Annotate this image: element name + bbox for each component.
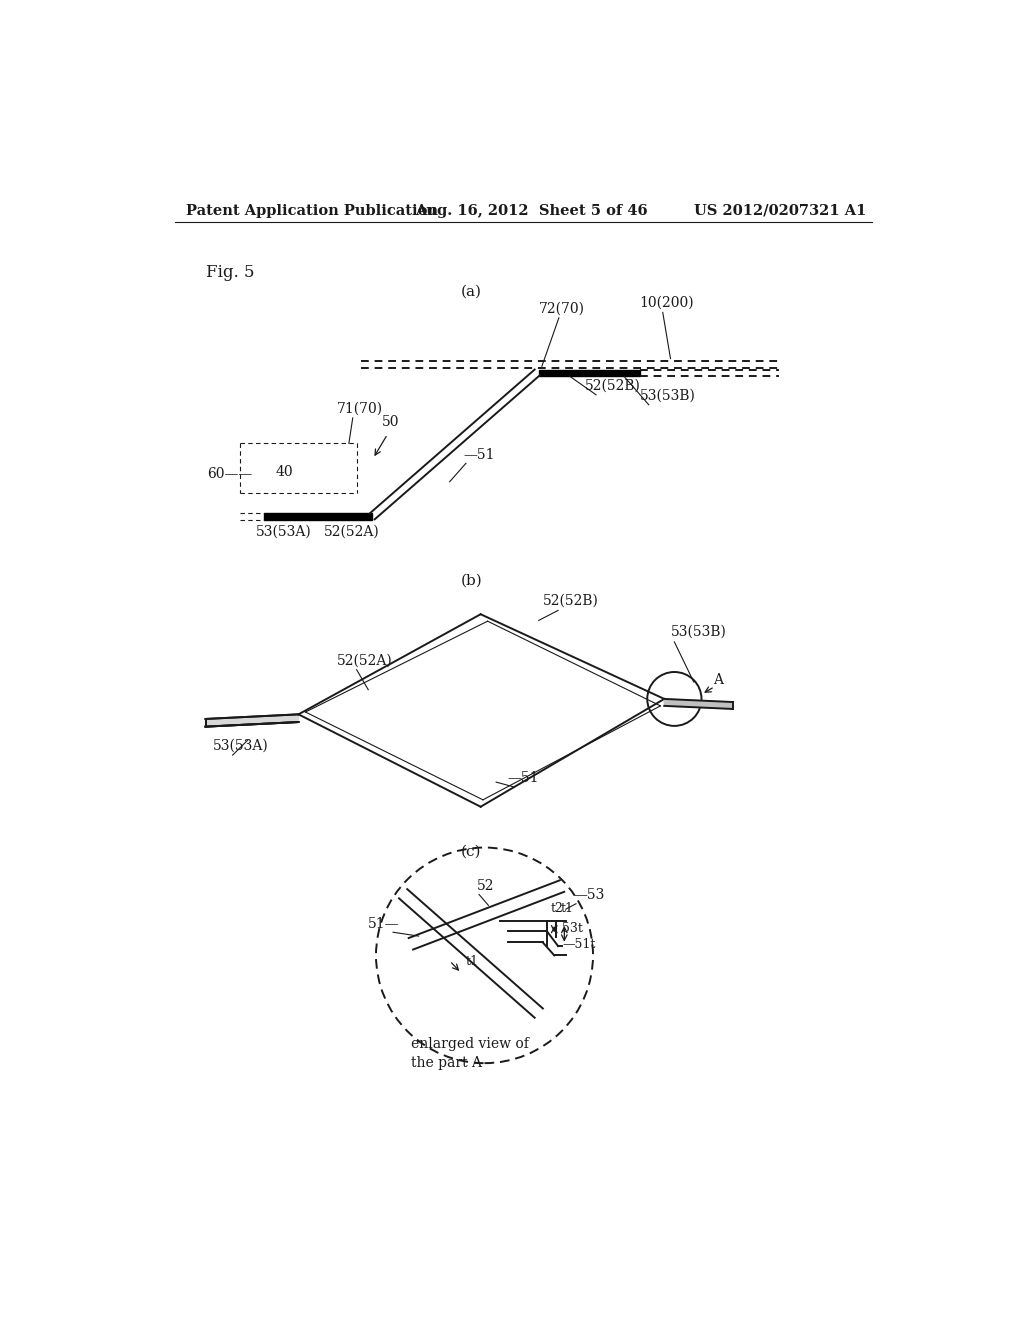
Text: —51: —51 [464, 447, 495, 462]
Text: US 2012/0207321 A1: US 2012/0207321 A1 [693, 203, 866, 218]
Polygon shape [206, 714, 299, 726]
Text: Fig. 5: Fig. 5 [206, 264, 254, 281]
Text: 40: 40 [275, 465, 293, 479]
Text: 52(52A): 52(52A) [337, 655, 393, 668]
Text: (c): (c) [461, 845, 481, 858]
Text: (a): (a) [461, 285, 482, 298]
Text: Patent Application Publication: Patent Application Publication [186, 203, 438, 218]
Text: 60——: 60—— [207, 467, 252, 480]
Polygon shape [263, 513, 372, 520]
Text: t2: t2 [550, 903, 563, 915]
Text: enlarged view of: enlarged view of [411, 1038, 528, 1051]
Text: 52(52B): 52(52B) [586, 379, 641, 392]
Text: 52(52B): 52(52B) [543, 594, 598, 609]
Text: —53: —53 [573, 888, 605, 902]
Text: (b): (b) [461, 573, 483, 587]
Polygon shape [665, 700, 732, 709]
Text: 53(53B): 53(53B) [640, 388, 695, 403]
Text: A: A [713, 673, 723, 686]
Text: 72(70): 72(70) [539, 301, 585, 315]
Text: 52(52A): 52(52A) [324, 525, 380, 539]
Text: 53(53B): 53(53B) [671, 624, 726, 639]
Text: t1: t1 [560, 903, 573, 915]
Text: Aug. 16, 2012  Sheet 5 of 46: Aug. 16, 2012 Sheet 5 of 46 [415, 203, 647, 218]
Text: —51t: —51t [562, 937, 595, 950]
Polygon shape [539, 370, 640, 376]
Text: 53t: 53t [562, 923, 583, 936]
Text: 52: 52 [477, 879, 495, 892]
Text: the part A: the part A [411, 1056, 482, 1071]
Text: 53(53A): 53(53A) [256, 525, 311, 539]
Text: —51: —51 [508, 771, 540, 785]
Text: 71(70): 71(70) [337, 401, 383, 416]
Text: 53(53A): 53(53A) [213, 739, 269, 752]
Text: 10(200): 10(200) [640, 296, 694, 310]
Text: t1: t1 [465, 956, 478, 969]
Text: 50: 50 [382, 414, 399, 429]
Text: 51—: 51— [369, 917, 399, 932]
